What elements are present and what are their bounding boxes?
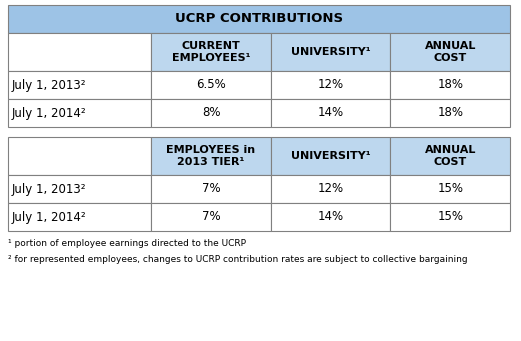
Text: CURRENT
EMPLOYEES¹: CURRENT EMPLOYEES¹ [172,41,250,63]
Bar [151,71,271,99]
Text: ¹ portion of employee earnings directed to the UCRP: ¹ portion of employee earnings directed … [8,239,246,248]
Bar [8,175,151,203]
Bar [8,71,151,99]
Bar [271,203,390,231]
Bar [8,203,151,231]
Bar [271,71,390,99]
Bar [390,203,510,231]
Text: 18%: 18% [437,78,463,91]
Bar [390,99,510,127]
Text: 8%: 8% [202,106,220,119]
Bar [390,33,510,71]
Bar [8,99,151,127]
Bar [151,99,271,127]
Bar [8,33,151,71]
Bar [151,203,271,231]
Text: ANNUAL
COST: ANNUAL COST [425,41,476,63]
Bar [151,175,271,203]
Text: 18%: 18% [437,106,463,119]
Bar [390,175,510,203]
Bar [390,137,510,175]
Bar [271,175,390,203]
Text: 15%: 15% [437,182,463,195]
Text: 6.5%: 6.5% [196,78,226,91]
Text: UNIVERSITY¹: UNIVERSITY¹ [291,151,370,161]
Bar [151,137,271,175]
Bar [271,99,390,127]
Text: July 1, 2013²: July 1, 2013² [12,78,86,91]
Bar [8,137,151,175]
Text: 12%: 12% [317,182,344,195]
Text: 14%: 14% [317,210,344,223]
Text: ² for represented employees, changes to UCRP contribution rates are subject to c: ² for represented employees, changes to … [8,255,468,264]
Text: July 1, 2014²: July 1, 2014² [12,210,86,223]
Bar [271,137,390,175]
Bar [271,33,390,71]
Text: July 1, 2013²: July 1, 2013² [12,182,86,195]
Text: 14%: 14% [317,106,344,119]
Text: July 1, 2014²: July 1, 2014² [12,106,86,119]
Text: UNIVERSITY¹: UNIVERSITY¹ [291,47,370,57]
Bar [151,33,271,71]
Text: EMPLOYEES in
2013 TIER¹: EMPLOYEES in 2013 TIER¹ [166,145,256,167]
Text: UCRP CONTRIBUTIONS: UCRP CONTRIBUTIONS [175,13,343,26]
Text: 7%: 7% [202,182,220,195]
Bar [390,71,510,99]
Text: 7%: 7% [202,210,220,223]
Text: ANNUAL
COST: ANNUAL COST [425,145,476,167]
Text: 15%: 15% [437,210,463,223]
Text: 12%: 12% [317,78,344,91]
Bar [8,5,510,33]
